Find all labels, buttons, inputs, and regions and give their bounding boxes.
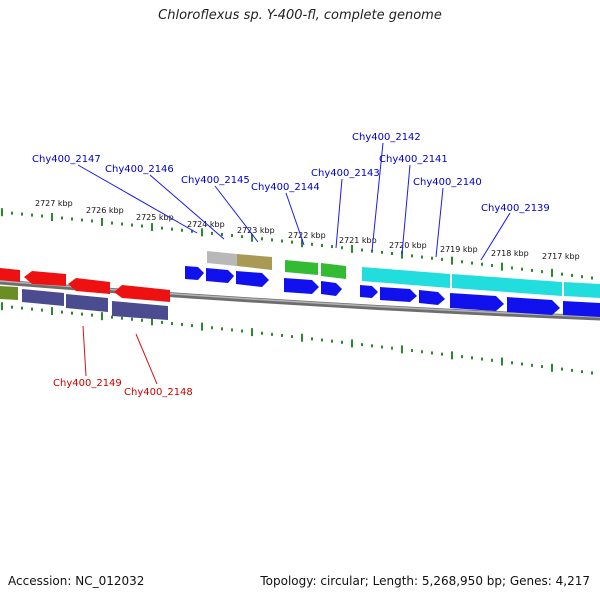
reverse-genes-row1 xyxy=(0,268,170,302)
reverse-gene-labels: Chy400_2149 Chy400_2148 xyxy=(53,378,193,398)
leader-line xyxy=(82,325,87,377)
map-title: Chloroflexus sp. Y-400-fl, complete geno… xyxy=(158,8,442,23)
gene-label[interactable]: Chy400_2143 xyxy=(311,168,380,179)
leader-line xyxy=(214,185,259,243)
gene-block[interactable] xyxy=(0,286,18,300)
leader-line xyxy=(135,333,158,385)
leader-line xyxy=(435,187,444,258)
gene-block[interactable] xyxy=(321,263,346,279)
tick-label: 2719 kbp xyxy=(440,245,478,254)
leader-line xyxy=(371,142,384,252)
upper-blocks xyxy=(207,251,600,298)
gene-arrow[interactable] xyxy=(321,281,342,296)
gene-arrow[interactable] xyxy=(507,297,560,315)
gene-label[interactable]: Chy400_2144 xyxy=(251,182,320,193)
gene-block[interactable] xyxy=(564,282,600,298)
tick-label: 2717 kbp xyxy=(542,252,580,261)
gene-block[interactable] xyxy=(237,254,272,270)
gene-arrow[interactable] xyxy=(284,278,319,294)
reverse-leader-lines xyxy=(82,325,158,385)
gene-label[interactable]: Chy400_2140 xyxy=(413,177,482,188)
tick-label: 2725 kbp xyxy=(136,213,174,222)
gene-block[interactable] xyxy=(66,294,108,312)
gene-label[interactable]: Chy400_2139 xyxy=(481,203,550,214)
gene-block[interactable] xyxy=(362,267,450,288)
tick-label: 2727 kbp xyxy=(35,199,73,208)
gene-arrow[interactable] xyxy=(360,285,378,298)
leader-line xyxy=(335,178,343,249)
leader-line xyxy=(401,164,411,255)
gene-arrow[interactable] xyxy=(68,278,110,294)
gene-arrow[interactable] xyxy=(380,287,417,302)
tick-label: 2718 kbp xyxy=(491,249,529,258)
leader-line xyxy=(77,164,198,234)
gene-label[interactable]: Chy400_2142 xyxy=(352,132,421,143)
genome-summary-text: Topology: circular; Length: 5,268,950 bp… xyxy=(260,574,590,588)
gene-arrow[interactable] xyxy=(450,293,504,311)
gene-label[interactable]: Chy400_2141 xyxy=(379,154,448,165)
tick-label: 2721 kbp xyxy=(339,236,377,245)
leader-line xyxy=(285,192,305,246)
gene-label[interactable]: Chy400_2145 xyxy=(181,175,250,186)
forward-leader-lines xyxy=(77,142,511,261)
gene-arrow[interactable] xyxy=(206,268,234,283)
gene-block[interactable] xyxy=(112,301,168,320)
reverse-genes-row2 xyxy=(0,286,168,320)
gene-label[interactable]: Chy400_2147 xyxy=(32,154,101,165)
tick-label: 2720 kbp xyxy=(389,241,427,250)
tick-label: 2726 kbp xyxy=(86,206,124,215)
gene-arrow[interactable] xyxy=(419,290,445,305)
gene-arrow[interactable] xyxy=(185,266,204,280)
gene-block[interactable] xyxy=(452,274,562,296)
gene-arrow[interactable] xyxy=(236,271,269,287)
tick-label: 2722 kbp xyxy=(288,231,326,240)
gene-block[interactable] xyxy=(22,289,64,306)
tick-labels: 2727 kbp 2726 kbp 2725 kbp 2724 kbp 2723… xyxy=(35,199,580,261)
tick-label: 2723 kbp xyxy=(237,226,275,235)
gene-arrow[interactable] xyxy=(563,301,600,317)
forward-genes xyxy=(185,266,600,317)
gene-label[interactable]: Chy400_2149 xyxy=(53,378,122,389)
leader-line xyxy=(480,212,511,261)
accession-text: Accession: NC_012032 xyxy=(8,574,145,588)
gene-arrow[interactable] xyxy=(0,268,20,282)
leader-line xyxy=(149,174,225,240)
gene-arrow[interactable] xyxy=(24,271,66,286)
tick-label: 2724 kbp xyxy=(187,220,225,229)
gene-arrow[interactable] xyxy=(114,285,170,302)
gene-block[interactable] xyxy=(285,260,318,275)
gene-label[interactable]: Chy400_2148 xyxy=(124,387,193,398)
gene-block[interactable] xyxy=(207,251,237,266)
forward-gene-labels: Chy400_2147 Chy400_2146 Chy400_2145 Chy4… xyxy=(32,132,550,214)
gene-label[interactable]: Chy400_2146 xyxy=(105,164,174,175)
